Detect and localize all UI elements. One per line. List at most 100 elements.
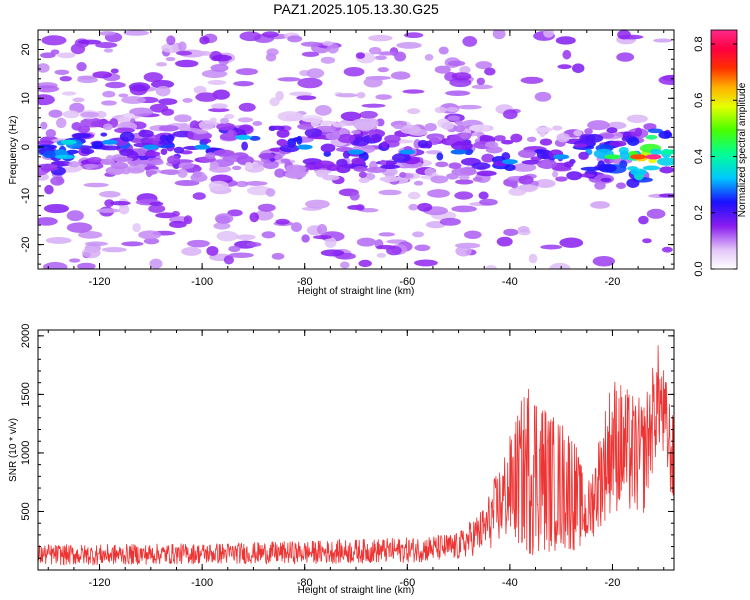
spectrogram-band-cell — [325, 132, 340, 140]
spectrogram-speckle — [661, 246, 673, 253]
spectrogram-speckle — [587, 120, 610, 131]
spectrogram-speckle — [291, 222, 302, 233]
spectrogram-band-cell — [315, 169, 329, 178]
spectrogram-speckle — [189, 120, 200, 131]
spectrogram-band-cell — [569, 158, 576, 164]
spectrogram-speckle — [306, 68, 325, 79]
spectrogram-band-cell — [521, 159, 543, 165]
spectrogram-band-cell — [249, 135, 261, 141]
spectrogram-speckle — [592, 255, 616, 267]
spectrogram-ridge-peak — [450, 149, 467, 155]
spectrogram-speckle — [314, 105, 332, 116]
spectrogram-speckle — [520, 76, 544, 84]
spectrogram-speckle — [424, 53, 434, 61]
spectrogram-speckle — [528, 253, 538, 264]
spectrogram-speckle — [208, 107, 230, 113]
spectrogram-speckle — [199, 36, 210, 45]
x-tick-label: -120 — [89, 276, 111, 288]
spectrogram-band-cell — [534, 179, 556, 188]
spectrogram-band-cell — [160, 148, 168, 155]
spectrogram-speckle — [118, 93, 129, 98]
spectrogram-speckle — [187, 239, 210, 248]
colorbar-tick-label: 0.2 — [693, 205, 705, 220]
spectrogram-speckle — [207, 79, 227, 86]
spectrogram-speckle — [485, 264, 497, 269]
spectrogram-band-cell — [494, 135, 506, 142]
spectrogram-band-cell — [391, 153, 411, 163]
spectrogram-speckle — [618, 34, 644, 40]
spectrogram-band-cell — [279, 144, 300, 153]
colorbar-tick-label: 0.8 — [693, 36, 705, 51]
spectrogram-band-cell — [162, 169, 180, 176]
spectrogram-speckle — [472, 176, 483, 182]
spectrogram-speckle — [557, 64, 572, 70]
spectrogram-speckle — [658, 193, 674, 198]
spectrogram-band-cell — [213, 149, 235, 157]
spectrogram-speckle — [182, 98, 193, 103]
spectrogram-speckle — [101, 247, 127, 253]
colorbar-tick-label: 0.0 — [693, 261, 705, 276]
spectrogram-speckle — [104, 199, 115, 207]
spectrogram-speckle — [312, 235, 333, 240]
spectrogram-speckle — [378, 232, 395, 237]
spectrogram-speckle — [192, 192, 206, 200]
spectrogram-band-cell — [100, 159, 115, 165]
spectrogram-speckle — [377, 67, 389, 73]
spectrogram-band-cell — [192, 171, 203, 178]
colorbar-gradient — [710, 29, 738, 270]
spectrogram-band-cell — [280, 158, 291, 163]
spectrogram-band-cell — [276, 129, 290, 138]
spectrogram-speckle — [78, 231, 103, 239]
spectrogram-speckle — [61, 91, 77, 96]
spectrogram-speckle — [447, 115, 460, 121]
spectrogram-band-cell — [630, 168, 648, 176]
spectrogram-speckle — [249, 212, 260, 223]
spectrogram-speckle — [83, 182, 109, 188]
spectrogram-speckle — [132, 222, 141, 233]
spectrogram-speckle — [462, 35, 478, 47]
spectrogram-band-cell — [178, 162, 195, 169]
spectrogram-band-cell — [446, 173, 459, 180]
spectrogram-band-cell — [645, 134, 658, 140]
spectrogram-band-cell — [536, 149, 553, 160]
spectrogram-band-cell — [351, 157, 365, 165]
spectrogram-speckle — [434, 106, 447, 114]
spectrogram-speckle — [540, 244, 563, 250]
spectrogram-speckle — [149, 201, 164, 206]
spectrogram-speckle — [349, 191, 360, 201]
snr-panel: -120 -100 -80 -60 -40 -20 500 1000 1500 2000 Heig… — [8, 324, 675, 596]
spectrogram-speckle — [266, 48, 279, 56]
spectrogram-speckle — [356, 237, 377, 247]
spectrogram-band-cell — [552, 125, 563, 131]
spectrogram-band-cell — [336, 158, 348, 167]
spectrogram-band-cell — [38, 163, 58, 169]
spectrogram-speckle — [206, 245, 219, 256]
spectrogram-band-cell — [573, 143, 588, 148]
x-tick-label: -100 — [191, 577, 213, 589]
spectrogram-band-cell — [68, 161, 80, 168]
spectrogram-band-cell — [216, 122, 236, 131]
spectrogram-band-cell — [54, 154, 76, 160]
spectrogram-band-cell — [647, 128, 663, 134]
spectrogram-speckle — [492, 30, 506, 40]
spectrogram-speckle — [271, 252, 285, 260]
spectrogram-band-cell — [626, 178, 640, 188]
spectrogram-speckle — [244, 181, 268, 186]
spectrogram-speckle — [257, 203, 276, 212]
spectrogram-band-cell — [173, 146, 185, 154]
spectrogram-speckle — [335, 93, 358, 98]
spectrogram-band-cell — [539, 129, 546, 138]
spectrogram-speckle — [227, 209, 243, 217]
spectrogram-speckle — [616, 52, 635, 62]
spectrogram-speckle — [324, 237, 337, 248]
spectrogram-band-cell — [399, 171, 407, 178]
spectrogram-band-cell — [146, 170, 158, 175]
spectrogram-band-cell — [517, 149, 536, 158]
spectrogram-speckle — [438, 46, 449, 55]
spectrogram-band-cell — [366, 166, 387, 173]
spectrogram-speckle — [559, 237, 584, 248]
spectrogram-speckle — [41, 35, 67, 46]
spectrogram-band-cell — [42, 150, 56, 159]
spectrogram-speckle — [479, 198, 498, 206]
spectrogram-speckle — [274, 168, 286, 178]
